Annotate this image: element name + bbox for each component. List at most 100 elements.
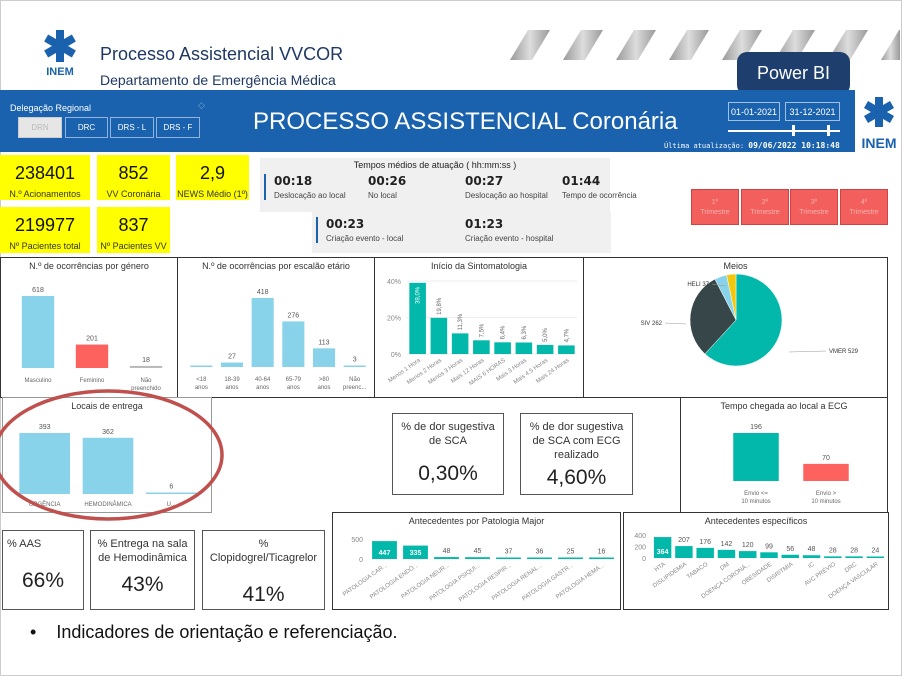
tempo-label: Criação evento - local: [326, 234, 404, 243]
highlight-ellipse: [0, 389, 224, 521]
bar: [536, 344, 554, 354]
bar: [19, 433, 70, 494]
data-label: 48: [808, 546, 816, 553]
bar: [343, 365, 366, 367]
category-label: TABACO: [686, 562, 710, 581]
trimestre-1-button[interactable]: 1º Trimestre: [691, 189, 739, 225]
kpi-value: 852: [118, 163, 149, 183]
data-label: 6: [169, 484, 173, 491]
data-label: 7,5%: [479, 323, 485, 337]
y-tick-label: 40%: [387, 279, 401, 286]
chart-meios-svg: VMER 529 SIV 262 HELI 37: [641, 273, 859, 367]
delegacao-drsl-button[interactable]: DRS - L: [110, 117, 154, 138]
category-label: PATOLOGIA RESPIR...: [458, 563, 513, 604]
kpi-vv-coronaria: 852 VV Coronária: [97, 155, 170, 200]
card-value: 66%: [21, 569, 65, 592]
card-label: % Entrega na sala de Hemodinâmica: [97, 538, 188, 564]
delegacao-drn-button[interactable]: DRN: [18, 117, 62, 138]
bar: [866, 556, 885, 558]
pie-slice: [704, 273, 783, 367]
bar: [473, 340, 490, 354]
card-label: % de dor sugestiva de SCA: [401, 421, 495, 447]
kpi-label: N.º Acionamentos: [9, 189, 81, 199]
header-title: Processo Assistencial VVCOR: [100, 44, 344, 64]
trimestre-number: 4º: [860, 199, 868, 206]
data-label: 19,8%: [437, 297, 443, 315]
bar: [739, 551, 757, 558]
chart-locais-svg: 393 URGÊNCIA 362 HEMODINÂMICA 6 U...: [19, 424, 197, 508]
date-start-input[interactable]: 01-01-2021: [728, 102, 780, 121]
date-end-input[interactable]: 31-12-2021: [785, 102, 840, 121]
category-label: <18 anos: [195, 377, 208, 391]
trimestre-label: Trimestre: [750, 209, 780, 216]
tempos-panel-2: 00:23 Criação evento - local 01:23 Criação…: [312, 212, 611, 253]
chart-title: N.º de ocorrências por escalão etário: [202, 261, 350, 271]
trimestre-3-button[interactable]: 3º Trimestre: [790, 189, 838, 225]
y-tick-label: 0: [642, 556, 646, 563]
bar: [146, 492, 197, 494]
kpi-label: VV Coronária: [106, 189, 161, 199]
delegacao-drc-button[interactable]: DRC: [65, 117, 108, 138]
tempo-label: Criação evento - hospital: [465, 234, 554, 243]
bar: [451, 333, 469, 354]
power-bi-button[interactable]: Power BI: [737, 52, 850, 95]
leader-line: [664, 322, 687, 325]
trimestre-label: Trimestre: [849, 209, 879, 216]
bar: [75, 344, 109, 368]
data-label: 447: [379, 550, 391, 557]
tempos-title: Tempos médios de atuação ( hh:mm:ss ): [353, 160, 517, 170]
category-label: 18-39 anos: [224, 377, 240, 391]
category-label: U...: [167, 502, 177, 508]
card-value: 43%: [121, 573, 164, 596]
data-label: 56: [786, 546, 794, 553]
data-label: 48: [443, 548, 451, 555]
card-label: % AAS: [7, 538, 42, 550]
bar: [220, 362, 244, 367]
category-label: Envio <= 10 minutos: [741, 491, 770, 505]
data-label: 24: [871, 548, 879, 555]
chart-meios: Meios VMER 529 SIV 262 HELI 37: [583, 257, 888, 398]
data-label: 276: [287, 312, 299, 319]
category-label: Masculino: [24, 378, 52, 384]
bar: [190, 365, 213, 367]
kpi-acionamentos: 238401 N.º Acionamentos: [0, 155, 90, 200]
chart-title: Início da Sintomatologia: [430, 261, 528, 271]
data-label: 364: [657, 549, 669, 556]
data-label: 176: [699, 539, 711, 546]
delegacao-label: Delegação Regional: [10, 103, 92, 113]
bullet-text: • Indicadores de orientação e referencia…: [30, 622, 398, 642]
data-label: 18: [142, 357, 150, 364]
data-label: 5,0%: [543, 328, 549, 342]
date-slider-handle-start[interactable]: [792, 125, 795, 136]
date-slider-track[interactable]: [728, 130, 840, 132]
tempo-value: 00:18: [274, 174, 313, 188]
category-label: Não preenchido: [131, 378, 161, 392]
bar: [653, 537, 672, 558]
bar: [496, 557, 521, 559]
category-label: 40-64 anos: [255, 377, 271, 391]
bar: [824, 556, 842, 558]
eraser-icon[interactable]: ◇: [198, 100, 205, 110]
delegacao-drsf-button[interactable]: DRS - F: [156, 117, 200, 138]
tempo-value: 00:27: [465, 174, 504, 188]
data-label: 36: [536, 549, 544, 556]
chart-patologia-major: Antecedentes por Patologia Major 0 500 447 P…: [332, 512, 621, 610]
trimestre-4-button[interactable]: 4º Trimestre: [840, 189, 888, 225]
header-subtitle: Departamento de Emergência Médica: [100, 72, 336, 88]
bar: [696, 547, 714, 558]
chart-antecedentes-especificos: Antecedentes específicos 0 200 400 364 HTA 207…: [623, 512, 889, 610]
data-label: 45: [474, 548, 482, 555]
bar: [312, 348, 336, 367]
bar: [21, 296, 55, 368]
card-value: 0,30%: [418, 462, 478, 485]
trimestre-number: 3º: [810, 199, 818, 206]
chart-ecg-svg: 196 Envio <= 10 minutos 70 Envio >10 minutos: [733, 424, 849, 505]
category-label: HEMODINÂMICA: [84, 501, 131, 508]
kpi-label: NEWS Médio (1º): [177, 189, 248, 199]
trimestre-2-button[interactable]: 2º Trimestre: [741, 189, 789, 225]
data-label: 335: [410, 550, 422, 557]
leader-line: [788, 350, 827, 353]
card-aas: % AAS 66%: [2, 530, 84, 610]
tempo-label: Deslocação ao hospital: [465, 191, 548, 200]
date-slider-handle-end[interactable]: [827, 125, 830, 136]
